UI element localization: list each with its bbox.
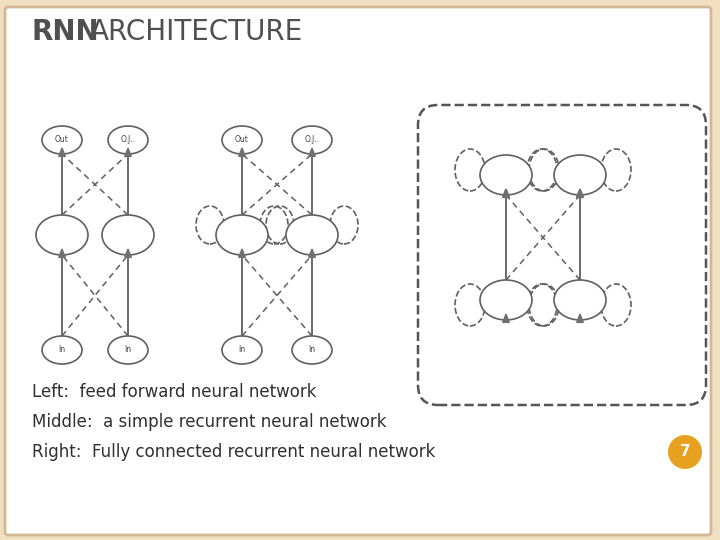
Text: Out: Out — [55, 136, 69, 145]
Polygon shape — [239, 249, 246, 258]
Ellipse shape — [222, 336, 262, 364]
Polygon shape — [239, 148, 246, 157]
Polygon shape — [503, 189, 509, 198]
Ellipse shape — [222, 126, 262, 154]
Ellipse shape — [42, 126, 82, 154]
Text: Right:  Fully connected recurrent neural network: Right: Fully connected recurrent neural … — [32, 443, 436, 461]
Ellipse shape — [286, 215, 338, 255]
Ellipse shape — [292, 336, 332, 364]
Ellipse shape — [554, 155, 606, 195]
Polygon shape — [59, 249, 66, 258]
Ellipse shape — [554, 280, 606, 320]
Circle shape — [668, 435, 702, 469]
Text: 7: 7 — [680, 444, 690, 460]
Polygon shape — [577, 314, 583, 322]
Text: Out: Out — [235, 136, 249, 145]
Polygon shape — [125, 148, 131, 157]
Polygon shape — [125, 249, 131, 258]
Polygon shape — [577, 189, 583, 198]
Polygon shape — [309, 249, 315, 258]
Ellipse shape — [108, 126, 148, 154]
Polygon shape — [59, 148, 66, 157]
Polygon shape — [577, 189, 583, 198]
FancyBboxPatch shape — [5, 7, 711, 535]
Ellipse shape — [480, 155, 532, 195]
Ellipse shape — [36, 215, 88, 255]
Text: In: In — [125, 346, 132, 354]
Text: RNN: RNN — [32, 18, 99, 46]
Polygon shape — [503, 189, 509, 198]
Text: O.J..: O.J.. — [305, 136, 320, 145]
Text: Middle:  a simple recurrent neural network: Middle: a simple recurrent neural networ… — [32, 413, 387, 431]
Text: ARCHITECTURE: ARCHITECTURE — [90, 18, 303, 46]
Text: O.J..: O.J.. — [120, 136, 135, 145]
Ellipse shape — [216, 215, 268, 255]
Ellipse shape — [480, 280, 532, 320]
Ellipse shape — [108, 336, 148, 364]
Text: In: In — [238, 346, 246, 354]
Ellipse shape — [102, 215, 154, 255]
Ellipse shape — [42, 336, 82, 364]
Ellipse shape — [292, 126, 332, 154]
Polygon shape — [503, 314, 509, 322]
Polygon shape — [309, 148, 315, 157]
Text: In: In — [308, 346, 315, 354]
Text: In: In — [58, 346, 66, 354]
Text: Left:  feed forward neural network: Left: feed forward neural network — [32, 383, 317, 401]
